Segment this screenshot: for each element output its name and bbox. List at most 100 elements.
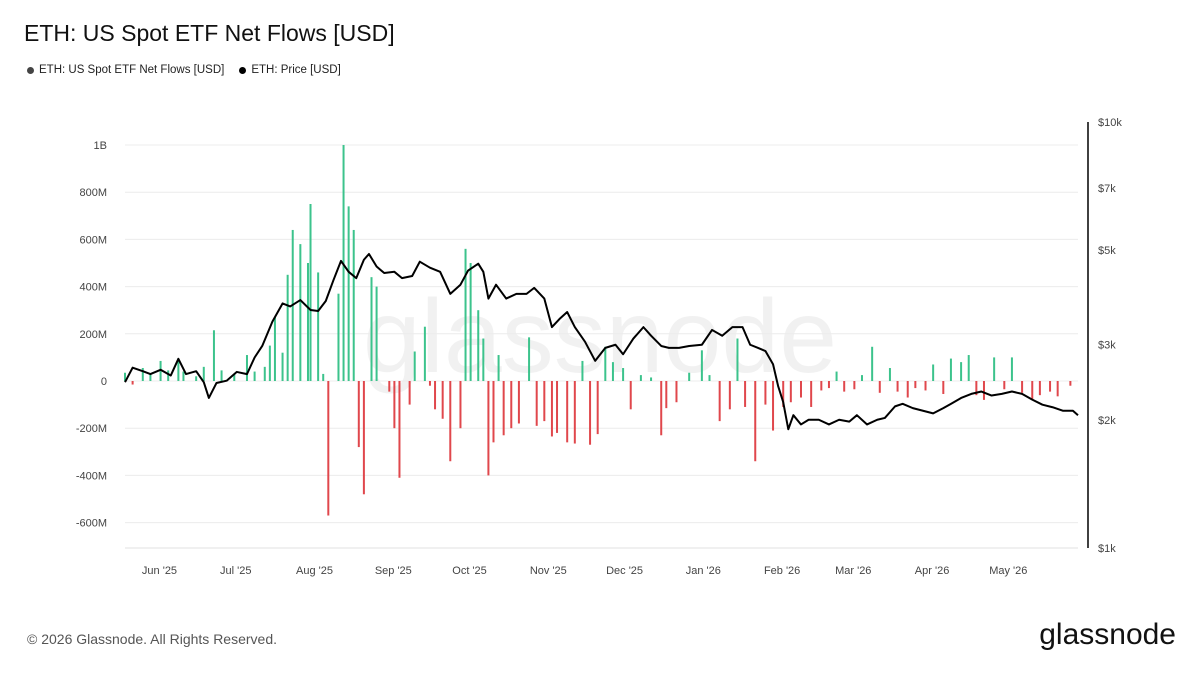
inflow-bar — [423, 326, 426, 381]
outflow-bar — [629, 381, 632, 410]
inflow-bar — [960, 362, 963, 381]
outflow-bar — [660, 381, 663, 436]
inflow-bar — [835, 371, 838, 381]
outflow-bar — [878, 381, 881, 393]
outflow-bar — [942, 381, 945, 394]
right-tick-label: $7k — [1098, 183, 1116, 195]
outflow-bar — [357, 381, 360, 448]
inflow-bar — [932, 364, 935, 381]
price-line — [124, 252, 1079, 431]
outflow-bar — [434, 381, 437, 410]
inflow-bar — [352, 229, 355, 381]
legend-label-net-flows: ETH: US Spot ETF Net Flows [USD] — [39, 64, 225, 76]
inflow-bar — [581, 360, 584, 381]
inflow-bar — [149, 373, 152, 381]
inflow-bar — [622, 368, 625, 381]
chart-title: ETH: US Spot ETF Net Flows [USD] — [24, 20, 395, 46]
inflow-bar — [286, 274, 289, 381]
inflow-bar — [860, 375, 863, 381]
inflow-bar — [306, 263, 309, 381]
outflow-bar — [799, 381, 802, 398]
outflow-bar — [843, 381, 846, 392]
outflow-bar — [1038, 381, 1041, 396]
price-line-group — [124, 252, 1079, 431]
outflow-bar — [1003, 381, 1006, 390]
outflow-bar — [502, 381, 505, 436]
outflow-bar — [517, 381, 520, 424]
inflow-bar — [477, 310, 480, 381]
outflow-bar — [441, 381, 444, 419]
outflow-bar — [408, 381, 411, 405]
outflow-bar — [1049, 381, 1052, 392]
outflow-bar — [556, 381, 559, 433]
outflow-bar — [459, 381, 462, 429]
brand-logo: glassnode — [1039, 618, 1176, 651]
inflow-bar — [273, 317, 276, 381]
inflow-bar — [413, 351, 416, 381]
outflow-bar — [131, 381, 134, 385]
inflow-bar — [268, 345, 271, 381]
inflow-bar — [202, 366, 205, 381]
legend-item-price[interactable]: ETH: Price [USD] — [239, 64, 341, 76]
right-tick-label: $5k — [1098, 245, 1116, 257]
outflow-bar — [906, 381, 909, 398]
legend-label-price: ETH: Price [USD] — [251, 64, 341, 76]
outflow-bar — [782, 381, 785, 407]
inflow-bar — [159, 360, 162, 381]
outflow-bar — [428, 381, 431, 386]
legend-marker-net-flows — [27, 66, 34, 74]
x-tick-label: Aug '25 — [296, 565, 333, 577]
inflow-bar — [167, 370, 170, 381]
x-tick-label: Mar '26 — [835, 565, 871, 577]
outflow-bar — [573, 381, 576, 444]
inflow-bar — [220, 370, 223, 381]
outflow-bar — [789, 381, 792, 403]
inflow-bar — [370, 277, 373, 381]
inflow-bar — [611, 362, 614, 381]
outflow-bar — [924, 381, 927, 391]
outflow-bar — [744, 381, 747, 407]
outflow-bar — [764, 381, 767, 405]
outflow-bar — [535, 381, 538, 426]
inflow-bar — [497, 355, 500, 381]
outflow-bar — [566, 381, 569, 443]
x-tick-label: Feb '26 — [764, 565, 800, 577]
inflow-bar — [482, 338, 485, 381]
outflow-bar — [820, 381, 823, 391]
outflow-bar — [754, 381, 757, 462]
inflow-bar — [949, 358, 952, 381]
outflow-bar — [393, 381, 396, 429]
inflow-bar — [177, 358, 180, 381]
outflow-bar — [596, 381, 599, 435]
inflow-bar — [464, 248, 467, 381]
x-tick-label: Jan '26 — [686, 565, 721, 577]
inflow-bar — [688, 372, 691, 381]
legend-item-net-flows[interactable]: ETH: US Spot ETF Net Flows [USD] — [27, 64, 224, 76]
outflow-bar — [914, 381, 917, 389]
right-tick-label: $2k — [1098, 415, 1116, 427]
inflow-bar — [309, 204, 312, 381]
inflow-bar — [347, 206, 350, 381]
x-tick-label: Apr '26 — [915, 565, 950, 577]
axes: 1B 800M 600M 400M 200M 0 -200M -400M -600M Jun '2… — [76, 117, 1123, 577]
right-tick-label: $3k — [1098, 340, 1116, 352]
y-tick-label: 0 — [101, 376, 107, 388]
outflow-bar — [449, 381, 452, 462]
outflow-bar — [1069, 381, 1072, 386]
outflow-bar — [398, 381, 401, 478]
inflow-bar — [528, 337, 531, 381]
outflow-bar — [975, 381, 978, 396]
inflow-bar — [736, 338, 739, 381]
outflow-bar — [853, 381, 856, 390]
inflow-bar — [141, 368, 144, 381]
right-tick-label: $1k — [1098, 543, 1116, 555]
inflow-bar — [469, 263, 472, 381]
x-tick-label: Sep '25 — [375, 565, 412, 577]
inflow-bar — [182, 371, 185, 381]
outflow-bar — [810, 381, 813, 407]
inflow-bar — [281, 352, 284, 381]
x-tick-label: Oct '25 — [452, 565, 487, 577]
copyright-footer: © 2026 Glassnode. All Rights Reserved. — [27, 631, 278, 647]
inflow-bar — [322, 373, 325, 381]
